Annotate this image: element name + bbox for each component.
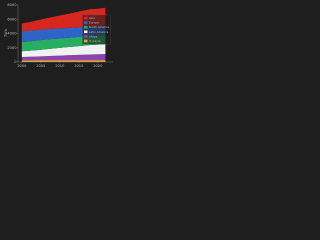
legend-swatch (84, 39, 88, 43)
area (21, 44, 106, 58)
legend-label: Africa (89, 34, 97, 38)
y-tick-label: 4000 (7, 32, 17, 36)
legend-label: North America (89, 25, 110, 29)
legend-label: Latin America (89, 30, 109, 34)
legend-box (82, 14, 111, 45)
legend-label: Oceania (89, 39, 101, 43)
x-tick-label: 2020 (93, 64, 103, 68)
area (21, 60, 106, 62)
legend-label: Asia (89, 16, 95, 20)
y-tick-label: 0 (14, 60, 17, 64)
x-tick-label: 2015 (74, 64, 83, 68)
y-tick-label: 8000 (7, 3, 17, 7)
legend-label: Europe (89, 21, 99, 25)
x-tick-label: 2010 (55, 64, 65, 68)
legend-swatch (84, 16, 88, 20)
page: {"chart_data":{"type":"stacked-area","y_… (0, 0, 320, 75)
y-tick-label: 6000 (7, 17, 17, 21)
y-tick-label: 2000 (7, 46, 17, 50)
legend-swatch (84, 25, 88, 29)
area (21, 54, 106, 61)
legend-swatch (84, 30, 88, 34)
x-tick-label: 2000 (17, 64, 27, 68)
legend-swatch (84, 21, 88, 24)
legend-swatch (84, 35, 88, 38)
y-axis-label: TWh (4, 29, 8, 38)
x-tick-label: 2005 (36, 64, 45, 68)
